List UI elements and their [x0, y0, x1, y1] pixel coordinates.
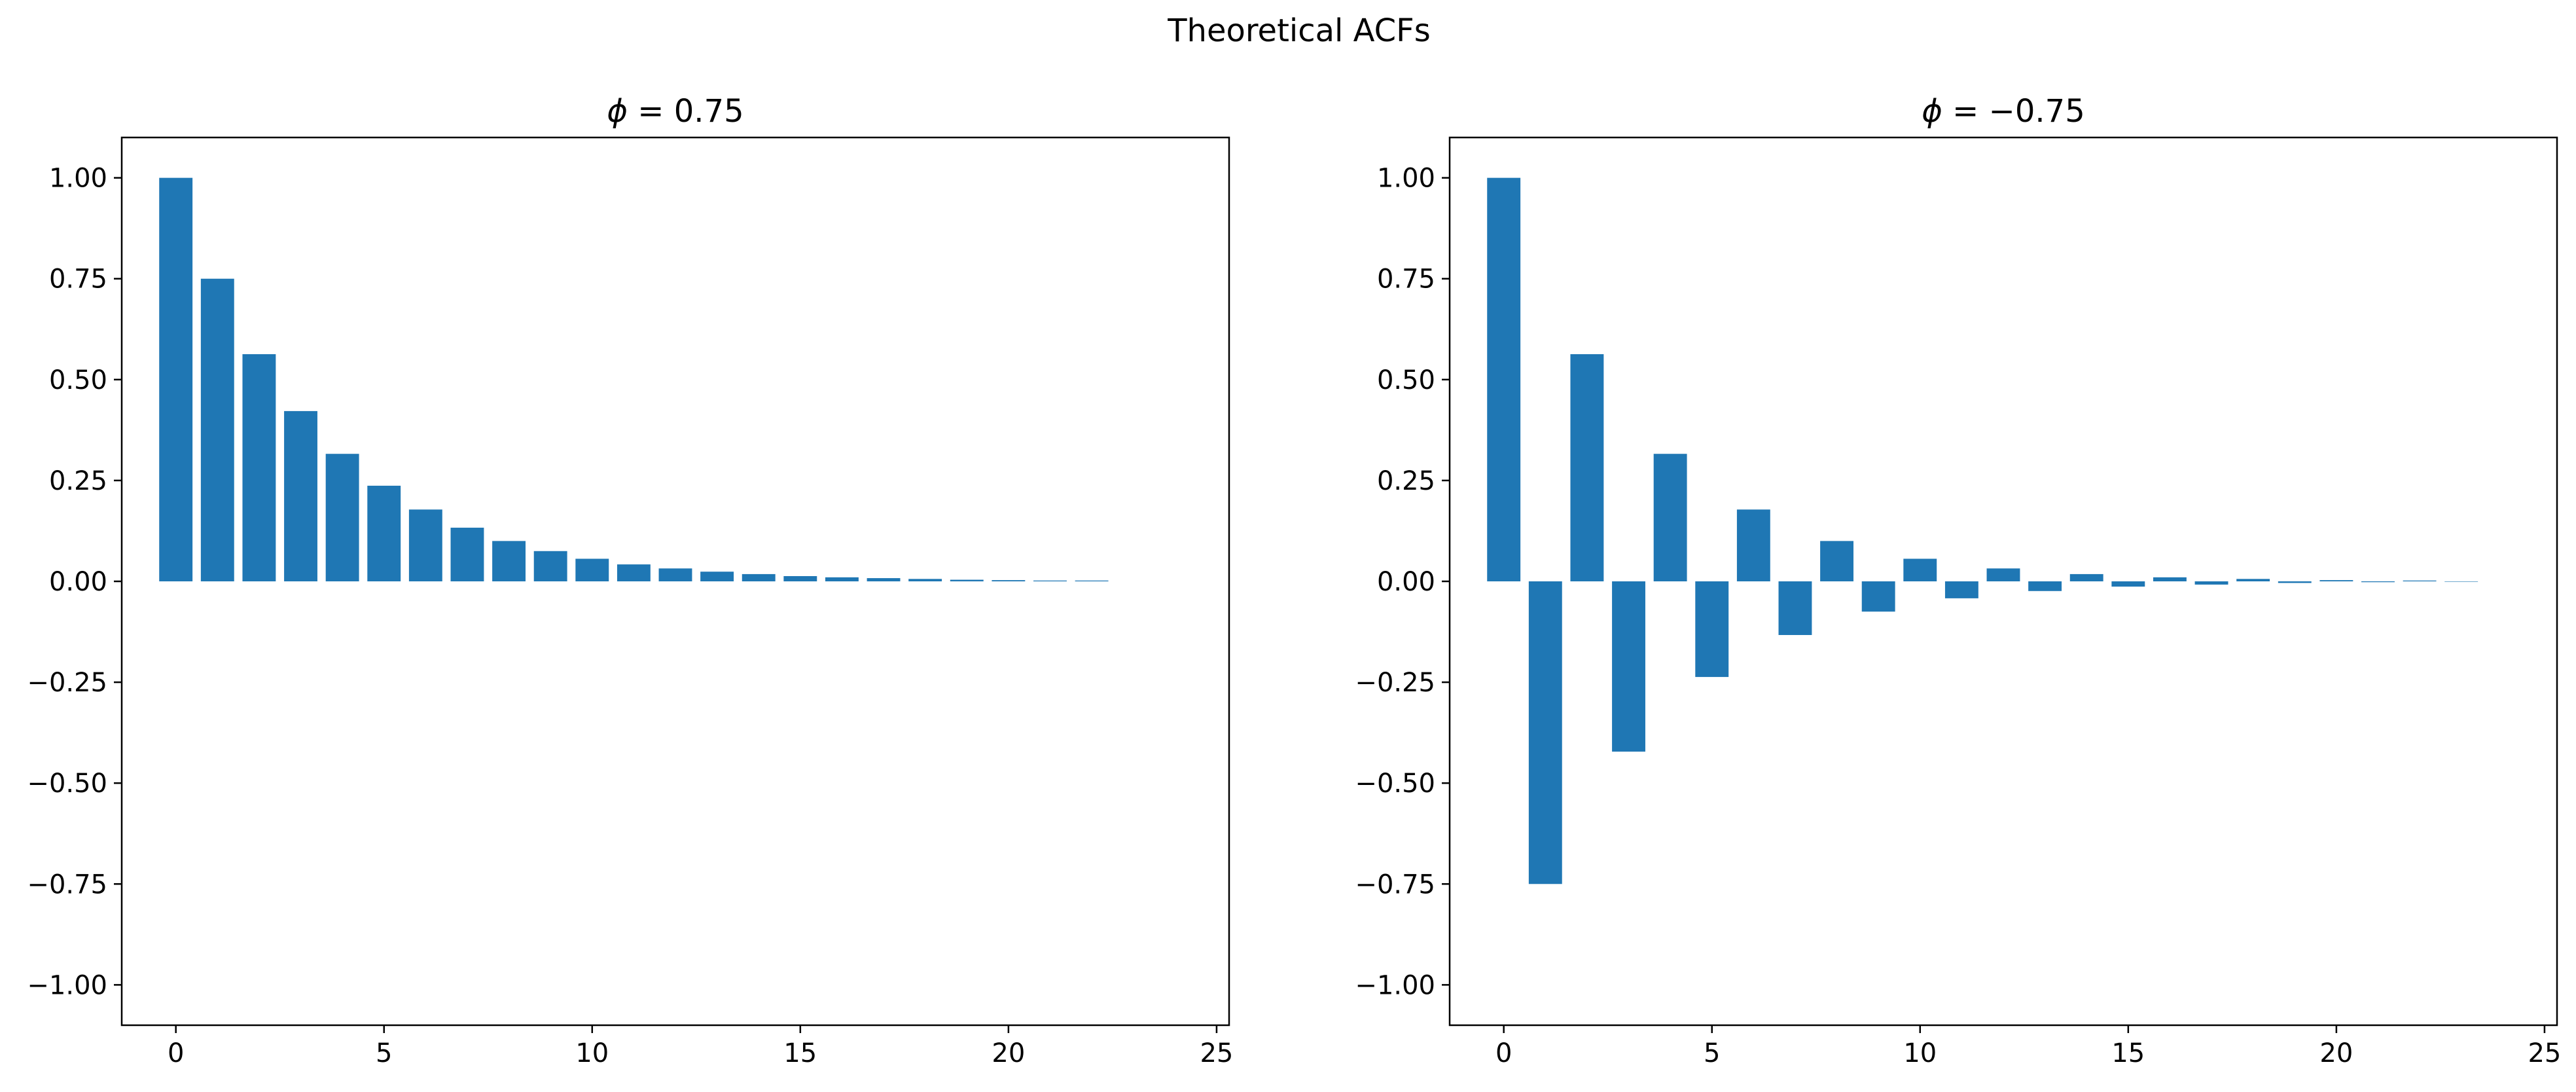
y-tick-label: −0.75 — [27, 869, 107, 900]
bar-lag-14 — [742, 573, 776, 581]
y-tick-label: −0.25 — [1355, 668, 1435, 698]
y-tick-label: 1.00 — [1377, 164, 1435, 194]
y-tick-label: −0.50 — [1355, 769, 1435, 799]
x-axis: 0 5 10 15 20 25 — [168, 1025, 1233, 1068]
bar-lag-18 — [908, 579, 942, 581]
bar-lag-17 — [2194, 581, 2228, 585]
y-axis: −1.00 −0.75 −0.50 −0.25 0.00 0.25 0.50 0.75 1.00 — [1355, 164, 1450, 1000]
bar-lag-20 — [992, 580, 1026, 581]
chart-panel-phi-negative: −1.00 −0.75 −0.50 −0.25 0.00 0.25 0.50 0.75 1.00… — [1355, 93, 2561, 1068]
y-tick-label: −1.00 — [27, 970, 107, 1000]
bar-lag-4 — [1653, 454, 1687, 581]
subplot-title-phi: ϕ — [1922, 93, 1942, 130]
y-tick-label: −0.75 — [1355, 869, 1435, 900]
bar-lag-2 — [1570, 354, 1604, 581]
bar-lag-0 — [159, 177, 193, 581]
plot-frame — [1448, 136, 2558, 1027]
y-tick-label: 0.25 — [1377, 466, 1435, 496]
bar-lag-5 — [1695, 581, 1729, 678]
bar-lag-9 — [533, 551, 567, 581]
bar-lag-6 — [408, 509, 442, 581]
bar-lag-7 — [1778, 581, 1812, 635]
bar-lag-14 — [2069, 573, 2103, 581]
y-tick-label: −1.00 — [1355, 970, 1435, 1000]
y-tick-label: −0.25 — [27, 668, 107, 698]
subplot-title-value: = −0.75 — [1942, 93, 2085, 130]
bar-lag-17 — [867, 578, 901, 581]
subplot-title-phi: ϕ — [607, 93, 628, 130]
bar-lag-16 — [825, 577, 859, 581]
chart-panel-phi-positive: −1.00 −0.75 −0.50 −0.25 0.00 0.25 0.50 0.75 1.00… — [27, 93, 1233, 1068]
x-tick-label: 25 — [2528, 1038, 2561, 1068]
y-tick-label: 0.75 — [49, 264, 107, 295]
bar-lag-10 — [1903, 558, 1937, 581]
bar-lag-2 — [242, 354, 276, 581]
bar-lag-11 — [1944, 581, 1978, 598]
plot-frame — [120, 136, 1230, 1027]
subplot-title-value: = 0.75 — [628, 93, 744, 130]
x-tick-label: 20 — [992, 1038, 1025, 1068]
x-tick-label: 10 — [575, 1038, 609, 1068]
x-tick-label: 15 — [2111, 1038, 2145, 1068]
bar-lag-16 — [2153, 577, 2187, 581]
bar-lag-10 — [575, 558, 609, 581]
y-tick-label: 0.50 — [1377, 365, 1435, 395]
y-axis: −1.00 −0.75 −0.50 −0.25 0.00 0.25 0.50 0.75 1.00 — [27, 164, 122, 1000]
bar-series — [1487, 177, 2478, 884]
x-tick-label: 15 — [783, 1038, 817, 1068]
y-tick-label: 0.00 — [49, 567, 107, 597]
bar-lag-12 — [658, 568, 692, 581]
bar-lag-15 — [783, 575, 817, 581]
bar-lag-13 — [700, 572, 734, 581]
bar-lag-23 — [2444, 581, 2478, 582]
x-tick-label: 10 — [1903, 1038, 1937, 1068]
bar-lag-19 — [950, 579, 984, 581]
bar-lag-3 — [1612, 581, 1645, 752]
y-tick-label: 1.00 — [49, 164, 107, 194]
bar-lag-18 — [2236, 579, 2270, 581]
y-tick-label: 0.50 — [49, 365, 107, 395]
bar-lag-9 — [1861, 581, 1895, 612]
bar-lag-21 — [2361, 581, 2395, 583]
x-tick-label: 0 — [1495, 1038, 1512, 1068]
y-tick-label: 0.00 — [1377, 567, 1435, 597]
x-tick-label: 5 — [376, 1038, 392, 1068]
bar-lag-19 — [2278, 581, 2312, 583]
bar-lag-15 — [2111, 581, 2145, 587]
x-tick-label: 5 — [1704, 1038, 1720, 1068]
bar-lag-7 — [450, 528, 484, 581]
y-tick-label: 0.25 — [49, 466, 107, 496]
bar-lag-1 — [1528, 581, 1562, 884]
subplot-title: ϕ = −0.75 — [1922, 93, 2085, 130]
bar-lag-20 — [2319, 580, 2353, 581]
bar-lag-0 — [1487, 177, 1521, 581]
x-axis: 0 5 10 15 20 25 — [1495, 1025, 2561, 1068]
y-tick-label: 0.75 — [1377, 264, 1435, 295]
subplot-title: ϕ = 0.75 — [607, 93, 743, 130]
bar-lag-1 — [200, 278, 234, 581]
y-tick-label: −0.50 — [27, 769, 107, 799]
bar-lag-12 — [1986, 568, 2020, 581]
bar-lag-4 — [325, 454, 359, 581]
x-tick-label: 0 — [168, 1038, 184, 1068]
bar-lag-13 — [2028, 581, 2062, 591]
bar-lag-5 — [367, 485, 401, 581]
bar-lag-3 — [284, 410, 317, 581]
x-tick-label: 25 — [1200, 1038, 1233, 1068]
bar-lag-8 — [1820, 541, 1854, 581]
bar-lag-11 — [617, 564, 651, 581]
figure-title: Theoretical ACFs — [1167, 12, 1431, 49]
x-tick-label: 20 — [2319, 1038, 2353, 1068]
bar-lag-8 — [492, 541, 526, 581]
bar-lag-6 — [1736, 509, 1770, 581]
bar-series — [159, 177, 1109, 581]
